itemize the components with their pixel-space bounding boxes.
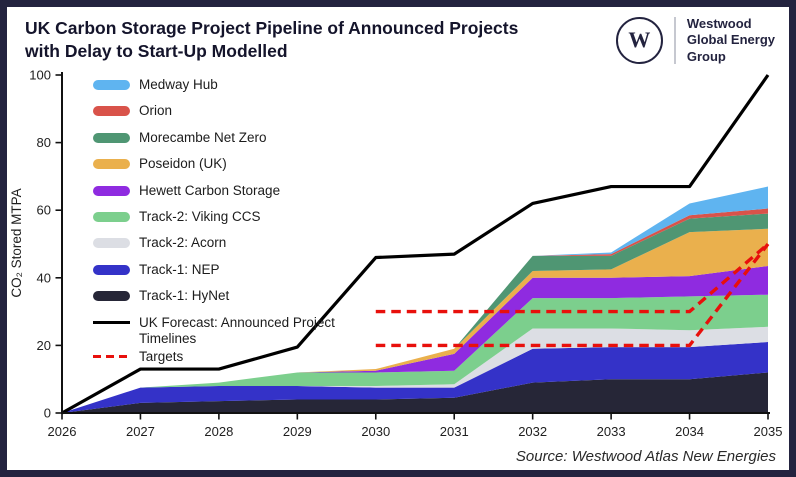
legend-item: Track-2: Acorn	[93, 235, 359, 251]
legend-swatch-icon	[93, 185, 130, 196]
chart-title: UK Carbon Storage Project Pipeline of An…	[25, 17, 518, 63]
source-credit: Source: Westwood Atlas New Energies	[515, 448, 776, 465]
x-tick-label: 2028	[204, 424, 233, 439]
x-tick-label: 2034	[675, 424, 704, 439]
chart-title-line1: UK Carbon Storage Project Pipeline of An…	[25, 18, 519, 38]
legend-item: Track-1: HyNet	[93, 288, 359, 304]
legend-item: Hewett Carbon Storage	[93, 183, 359, 199]
legend-swatch-icon	[93, 159, 130, 170]
logo-org-line: Group	[686, 48, 726, 64]
legend-label: Track-1: HyNet	[139, 288, 230, 304]
legend-item: Medway Hub	[93, 77, 359, 93]
westwood-monogram-icon: W	[615, 16, 663, 64]
y-tick-label: 20	[37, 338, 51, 353]
x-tick-label: 2030	[361, 424, 390, 439]
legend-swatch-icon	[93, 291, 130, 302]
x-tick-label: 2035	[754, 424, 783, 439]
area-track-2-viking-ccs	[62, 294, 768, 413]
x-tick-label: 2033	[597, 424, 626, 439]
legend-swatch-icon	[93, 80, 130, 90]
y-tick-label: 60	[37, 203, 51, 218]
area-track-1-nep	[62, 342, 768, 413]
chart-legend: Medway Hub Orion Morecambe Net Zero Poseido…	[93, 77, 359, 375]
legend-item: Orion	[93, 103, 359, 119]
forecast-line	[61, 74, 770, 415]
y-tick-label: 100	[29, 68, 51, 83]
legend-swatch-icon	[93, 264, 130, 275]
legend-label: UK Forecast: Announced Project Timelines	[139, 314, 335, 346]
legend-label: Orion	[139, 103, 173, 119]
legend-label: Medway Hub	[139, 77, 218, 92]
logo-org-line: Global Energy	[686, 32, 775, 48]
logo-org-line: Westwood	[686, 16, 752, 31]
x-tick-label: 2032	[518, 424, 547, 439]
target-line-1	[375, 242, 770, 314]
target-line-2	[375, 242, 770, 348]
legend-swatch-icon	[93, 106, 130, 117]
chart-title-line2: with Delay to Start-Up Modelled	[25, 40, 288, 61]
logo-org-name: Westwood Global Energy Group	[687, 16, 775, 65]
x-tick-label: 2027	[126, 424, 155, 439]
x-tick-label: 2031	[440, 424, 469, 439]
legend-label: Targets	[139, 348, 184, 364]
legend-swatch-icon	[93, 211, 130, 222]
legend-swatch-icon	[93, 132, 130, 143]
legend-item: Track-2: Viking CCS	[93, 209, 359, 225]
legend-swatch-icon	[93, 238, 130, 249]
y-tick-label: 80	[37, 135, 51, 150]
y-tick-label: 40	[37, 270, 51, 285]
x-tick-label: 2029	[283, 424, 312, 439]
legend-item: Track-1: NEP	[93, 262, 359, 278]
legend-dashed-line-icon	[93, 354, 130, 359]
legend-item: Targets	[93, 349, 359, 365]
chart-plot: 0 20 40 60 80 100 2026 2027 2028 2029 2030 2031 2032…	[29, 68, 783, 440]
legend-solid-line-icon	[93, 320, 130, 325]
area-poseidon-uk-	[62, 228, 768, 413]
legend-label: Track-2: Viking CCS	[139, 208, 261, 224]
legend-item: Morecambe Net Zero	[93, 130, 359, 146]
area-morecambe-net-zero	[62, 213, 768, 413]
y-tick-label: 0	[44, 406, 51, 421]
monogram-letter: W	[628, 27, 651, 53]
legend-label: Track-1: NEP	[139, 261, 220, 277]
legend-item: UK Forecast: Announced Project Timelines	[93, 315, 359, 347]
logo-divider	[673, 16, 676, 64]
legend-label: Poseidon (UK)	[139, 156, 227, 172]
legend-label: Hewett Carbon Storage	[139, 182, 281, 198]
area-hewett-carbon-storage	[62, 265, 768, 413]
westwood-logo: W Westwood Global Energy Group	[615, 16, 775, 65]
x-tick-label: 2026	[48, 424, 77, 439]
area-medway-hub	[62, 186, 768, 413]
area-track-1-hynet	[62, 372, 768, 413]
legend-item: Poseidon (UK)	[93, 156, 359, 172]
legend-label: Track-2: Acorn	[139, 235, 227, 251]
legend-label: Morecambe Net Zero	[139, 129, 267, 145]
